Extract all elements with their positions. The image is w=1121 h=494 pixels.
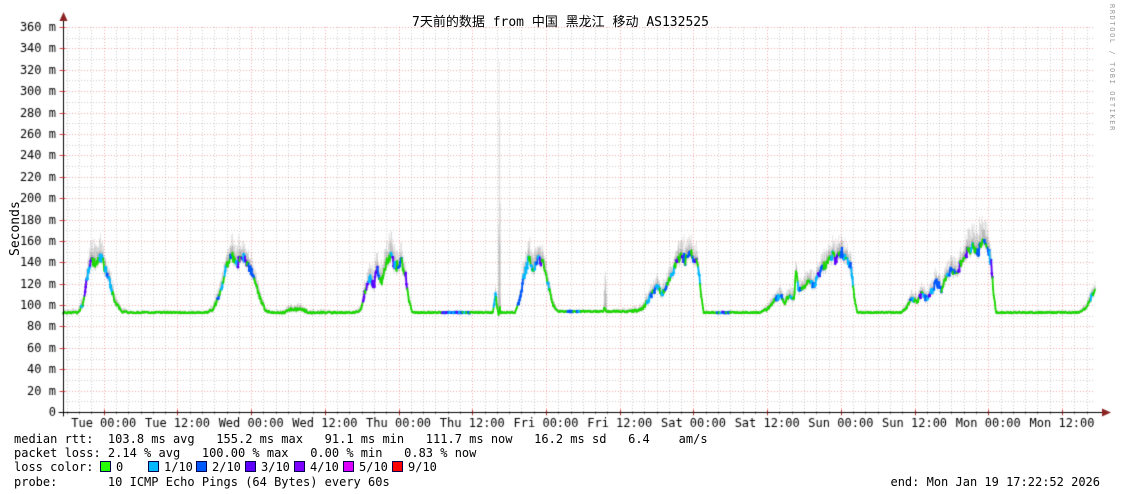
legend-label: 2/10 — [212, 460, 241, 474]
end-timestamp: end: Mon Jan 19 17:22:52 2026 — [890, 475, 1100, 489]
legend-item: 0 — [100, 460, 123, 474]
y-axis-title: Seconds — [8, 201, 23, 256]
packet-loss-stats: packet loss: 2.14 % avg 100.00 % max 0.0… — [14, 446, 477, 460]
loss-swatch-4 — [294, 461, 305, 472]
loss-color-legend: loss color: 0 1/10 2/10 3/10 4/10 5/10 9… — [0, 460, 1121, 474]
page-title: 7天前的数据 from 中国 黑龙江 移动 AS132525 — [412, 15, 709, 30]
loss-swatch-1 — [148, 461, 159, 472]
legend-item: 1/10 — [148, 460, 193, 474]
median-rtt-stats: median rtt: 103.8 ms avg 155.2 ms max 91… — [14, 432, 708, 446]
rrdtool-watermark: RRDTOOL / TOBI OETIKER — [1108, 4, 1116, 132]
legend-label: 9/10 — [408, 460, 437, 474]
legend-label: 1/10 — [164, 460, 193, 474]
legend-item: 5/10 — [343, 460, 388, 474]
legend-label: 0 — [116, 460, 124, 474]
loss-swatch-3 — [245, 461, 256, 472]
probe-info: probe: 10 ICMP Echo Pings (64 Bytes) eve… — [14, 475, 390, 489]
loss-swatch-0 — [100, 461, 111, 472]
legend-item: 3/10 — [245, 460, 290, 474]
loss-swatch-5 — [343, 461, 354, 472]
legend-label: 3/10 — [261, 460, 290, 474]
legend-label: 4/10 — [310, 460, 339, 474]
legend-label: 5/10 — [359, 460, 388, 474]
legend-item: 9/10 — [392, 460, 437, 474]
loss-swatch-6 — [392, 461, 403, 472]
loss-color-label: loss color: — [14, 460, 94, 474]
legend-item: 2/10 — [196, 460, 241, 474]
legend-item: 4/10 — [294, 460, 339, 474]
loss-swatch-2 — [196, 461, 207, 472]
